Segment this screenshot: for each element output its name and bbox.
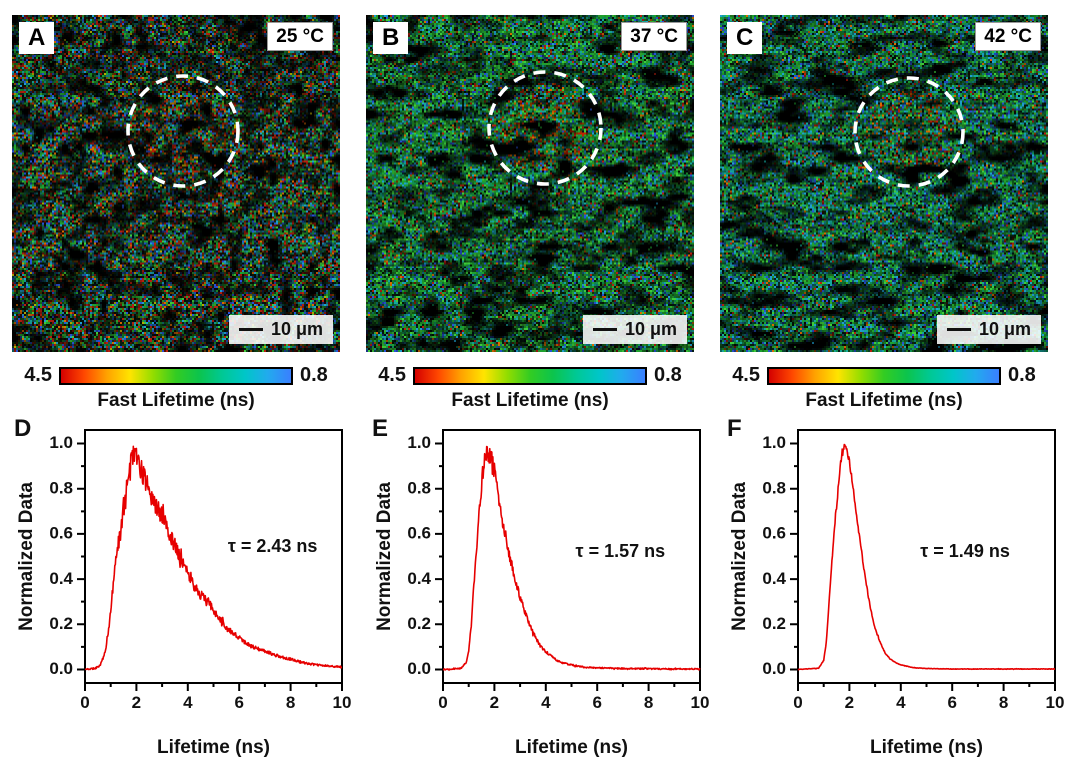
panel-a-column: A 25 °C 10 μm 4.5 0.8 Fast Lifetime (ns): [12, 15, 340, 412]
panel-c-column: C 42 °C 10 μm 4.5 0.8 Fast Lifetime (ns): [720, 15, 1048, 412]
panel-letter-b: B: [373, 22, 409, 54]
colorbar-gradient: [59, 366, 293, 385]
tau-annotation-f: τ = 1.49 ns: [920, 541, 1010, 562]
scale-bar-line: [946, 328, 971, 331]
panel-letter-e: E: [372, 415, 389, 442]
temperature-badge-a: 25 °C: [267, 22, 333, 51]
flim-image-a: [12, 15, 340, 352]
decay-chart-panel-d: D τ = 2.43 ns: [10, 415, 360, 759]
panel-letter-d: D: [14, 415, 32, 442]
roi-circle-overlay-b: [487, 70, 603, 186]
panel-letter-a: A: [19, 22, 55, 54]
temperature-badge-b: 37 °C: [621, 22, 687, 51]
colorbar-title: Fast Lifetime (ns): [805, 390, 963, 411]
colorbar-min-value: 0.8: [300, 364, 328, 386]
colorbar-row-a: 4.5 0.8: [12, 364, 340, 387]
flim-image-c: [720, 15, 1048, 352]
decay-chart-panel-e: E τ = 1.57 ns: [368, 415, 718, 759]
colorbar-title: Fast Lifetime (ns): [97, 390, 255, 411]
flim-image-panel-a: A 25 °C 10 μm: [12, 15, 340, 352]
colorbar-max-value: 4.5: [732, 364, 760, 386]
colorbar-row-c: 4.5 0.8: [720, 364, 1048, 387]
flim-image-panel-b: B 37 °C 10 μm: [366, 15, 694, 352]
colorbar-gradient: [767, 366, 1001, 385]
scale-bar-label: 10 μm: [624, 319, 677, 339]
scale-bar-line: [238, 328, 263, 331]
scale-bar-b: 10 μm: [582, 315, 687, 344]
tau-annotation-e: τ = 1.57 ns: [575, 541, 666, 562]
roi-circle-overlay-c: [853, 76, 965, 188]
decay-plot-d: [10, 415, 360, 759]
scale-bar-label: 10 μm: [978, 319, 1031, 339]
scale-bar-a: 10 μm: [228, 315, 333, 344]
colorbar-title: Fast Lifetime (ns): [451, 390, 609, 411]
panel-letter-c: C: [727, 22, 763, 54]
flim-image-panel-c: C 42 °C 10 μm: [720, 15, 1048, 352]
decay-chart-panel-f: F τ = 1.49 ns: [723, 415, 1073, 759]
panel-b-column: B 37 °C 10 μm 4.5 0.8 Fast Lifetime (ns): [366, 15, 694, 412]
flim-image-b: [366, 15, 694, 352]
colorbar-row-b: 4.5 0.8: [366, 364, 694, 387]
colorbar-gradient: [413, 366, 647, 385]
colorbar-max-value: 4.5: [24, 364, 52, 386]
decay-plot-f: [723, 415, 1073, 759]
temperature-badge-c: 42 °C: [975, 22, 1041, 51]
roi-circle-overlay-a: [126, 74, 240, 188]
colorbar-min-value: 0.8: [654, 364, 682, 386]
colorbar-min-value: 0.8: [1008, 364, 1036, 386]
scale-bar-c: 10 μm: [936, 315, 1041, 344]
panel-letter-f: F: [727, 415, 742, 442]
tau-annotation-d: τ = 2.43 ns: [227, 536, 318, 557]
scale-bar-line: [592, 328, 617, 331]
decay-plot-e: [368, 415, 718, 759]
scale-bar-label: 10 μm: [270, 319, 323, 339]
colorbar-max-value: 4.5: [378, 364, 406, 386]
